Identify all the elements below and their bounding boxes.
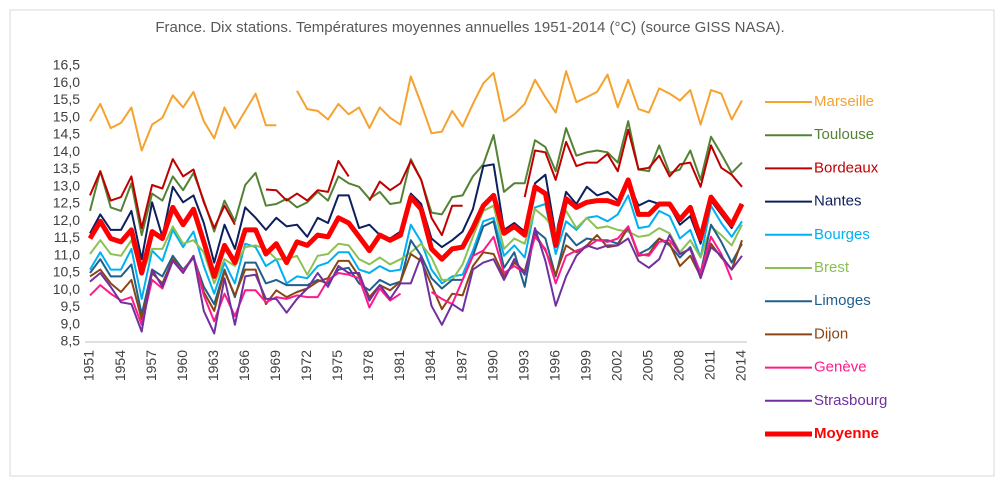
x-tick-label: 1990 <box>484 350 500 381</box>
legend-label: Brest <box>814 259 850 276</box>
legend-label: Moyenne <box>814 425 879 442</box>
series-line <box>87 177 745 279</box>
series-line <box>89 194 743 300</box>
y-tick-label: 10,0 <box>53 281 80 297</box>
y-tick-label: 11,0 <box>54 246 80 262</box>
y-tick-label: 11,5 <box>54 229 80 245</box>
x-tick-label: 1957 <box>143 350 159 381</box>
y-tick-label: 13,0 <box>53 177 80 193</box>
x-tick-label: 1966 <box>236 350 252 381</box>
legend-label: Genève <box>814 359 867 376</box>
legend-label: Bourges <box>814 226 870 243</box>
legend-label: Bordeaux <box>814 159 879 176</box>
x-tick-label: 1999 <box>577 350 593 381</box>
x-tick-label: 1960 <box>174 350 190 381</box>
x-tick-label: 1993 <box>515 350 531 381</box>
y-tick-label: 16,0 <box>53 74 80 90</box>
x-tick-label: 1981 <box>391 350 407 381</box>
x-tick-label: 1969 <box>267 350 283 381</box>
x-tick-label: 2002 <box>609 350 625 381</box>
x-tick-label: 2005 <box>640 350 656 381</box>
series-line <box>89 70 743 152</box>
legend-label: Strasbourg <box>814 392 887 409</box>
series-line <box>89 128 743 237</box>
x-tick-label: 1975 <box>329 350 345 381</box>
y-tick-label: 14,0 <box>53 143 80 159</box>
x-tick-label: 1996 <box>546 350 562 381</box>
y-tick-label: 12,5 <box>53 195 80 211</box>
legend-label: Marseille <box>814 93 874 110</box>
x-tick-label: 1954 <box>112 350 128 381</box>
x-tick-label: 2014 <box>733 350 749 381</box>
y-tick-label: 10,5 <box>53 264 80 280</box>
y-tick-label: 15,5 <box>53 91 80 107</box>
x-tick-label: 1987 <box>453 350 469 381</box>
y-tick-label: 14,5 <box>53 126 80 142</box>
legend-label: Nantes <box>814 193 862 210</box>
legend-label: Dijon <box>814 325 848 342</box>
chart-title: France. Dix stations. Températures moyen… <box>155 19 785 36</box>
x-tick-label: 1963 <box>205 350 221 381</box>
series-line <box>89 227 743 335</box>
y-tick-label: 12,0 <box>53 212 80 228</box>
legend-label: Toulouse <box>814 126 874 143</box>
x-tick-label: 1951 <box>81 350 97 381</box>
x-tick-label: 1978 <box>360 350 376 381</box>
x-tick-label: 2011 <box>702 350 718 380</box>
y-tick-label: 15,0 <box>53 108 80 124</box>
y-tick-label: 9,5 <box>61 298 81 314</box>
y-tick-label: 9,0 <box>61 315 81 331</box>
y-tick-label: 16,5 <box>53 57 80 73</box>
x-tick-label: 1984 <box>422 350 438 381</box>
y-tick-label: 8,5 <box>61 333 81 349</box>
x-tick-label: 2008 <box>671 350 687 381</box>
y-tick-label: 13,5 <box>53 160 80 176</box>
x-tick-label: 1972 <box>298 350 314 381</box>
legend-label: Limoges <box>814 292 871 309</box>
